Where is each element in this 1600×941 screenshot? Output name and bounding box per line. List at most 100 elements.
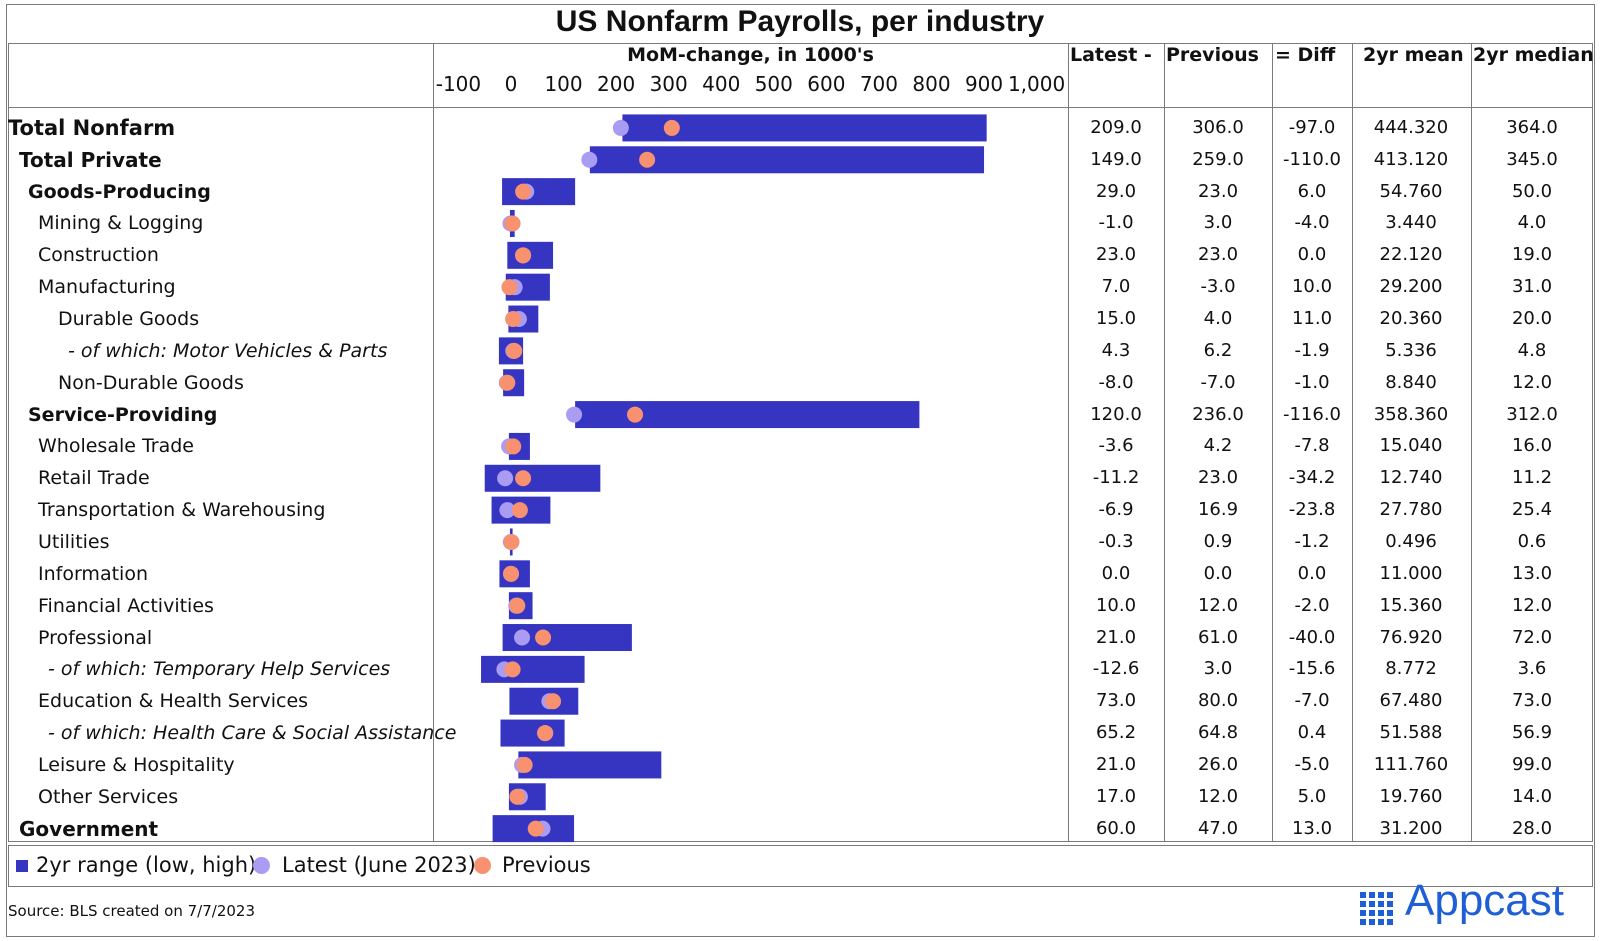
table-cell: 0.9 (1203, 530, 1233, 552)
legend-range-label: 2yr range (low, high) (36, 853, 257, 877)
table-cell: 56.9 (1511, 722, 1553, 744)
table-cell: 80.0 (1197, 690, 1239, 712)
row-label: Non-Durable Goods (58, 371, 244, 394)
table-cell: -5.0 (1294, 753, 1330, 775)
row-label: Government (19, 816, 159, 841)
table-cell: 209.0 (1090, 116, 1142, 138)
x-tick-label: 0 (504, 72, 518, 96)
x-tick-label: 300 (649, 72, 688, 96)
table-cell: -1.9 (1294, 339, 1330, 361)
table-cell: 306.0 (1192, 116, 1244, 138)
previous-point (501, 279, 518, 296)
table-cell: -3.6 (1098, 435, 1134, 457)
range-bar (502, 178, 576, 206)
previous-point (503, 565, 519, 582)
previous-point (527, 820, 544, 837)
table-cell: 73.0 (1095, 690, 1137, 712)
mean-column-divider (1471, 43, 1472, 842)
table-cell: 15.040 (1379, 435, 1443, 457)
table-cell: 3.0 (1203, 212, 1233, 234)
table-cell: 27.780 (1379, 499, 1443, 521)
table-cell: 3.6 (1517, 658, 1547, 680)
row-label: - of which: Temporary Help Services (48, 658, 391, 681)
table-cell: 0.4 (1297, 722, 1327, 744)
table-cell: -116.0 (1282, 403, 1342, 425)
row-label: Durable Goods (58, 308, 200, 331)
table-cell: 16.9 (1197, 499, 1239, 521)
table-cell: 54.760 (1379, 180, 1443, 202)
row-label: Construction (38, 244, 159, 267)
table-cell: 8.840 (1385, 371, 1437, 393)
previous-point (505, 311, 522, 328)
table-cell: 5.336 (1385, 339, 1437, 361)
latest-column-divider (1164, 43, 1165, 842)
table-cell: 111.760 (1373, 753, 1449, 775)
table-cell: 99.0 (1511, 753, 1553, 775)
table-cell: 4.3 (1101, 339, 1131, 361)
table-cell: 0.0 (1203, 562, 1233, 584)
table-cell: 50.0 (1511, 180, 1553, 202)
x-tick-label: 800 (912, 72, 951, 96)
table-cell: 0.496 (1385, 530, 1437, 552)
label-column-divider (433, 43, 434, 842)
table-cell: 149.0 (1090, 148, 1142, 170)
x-tick-label: 100 (544, 72, 583, 96)
table-cell: 358.360 (1373, 403, 1449, 425)
table-cell: 29.200 (1379, 276, 1443, 298)
previous-point (509, 597, 526, 614)
column-header-diff: = Diff (1275, 44, 1336, 66)
latest-point (566, 406, 583, 423)
table-cell: -8.0 (1098, 371, 1134, 393)
previous-point (499, 374, 516, 391)
table-cell: 8.772 (1385, 658, 1437, 680)
table-cell: 28.0 (1511, 817, 1553, 839)
x-tick-label: -100 (435, 72, 482, 96)
table-cell: 15.360 (1379, 594, 1443, 616)
previous-point (515, 247, 532, 264)
row-label: Professional (38, 626, 153, 649)
table-cell: -7.0 (1200, 371, 1236, 393)
previous-point (505, 438, 522, 455)
table-cell: 23.0 (1197, 180, 1239, 202)
table-cell: 236.0 (1192, 403, 1244, 425)
table-cell: -97.0 (1288, 116, 1336, 138)
previous-point (535, 629, 552, 646)
column-header-previous: Previous (1166, 44, 1259, 66)
table-cell: 10.0 (1095, 594, 1137, 616)
table-frame (8, 43, 1593, 842)
legend (8, 845, 1593, 887)
table-cell: -12.6 (1092, 658, 1140, 680)
header-divider (8, 107, 1593, 108)
table-cell: -3.0 (1200, 276, 1236, 298)
chart-title: US Nonfarm Payrolls, per industry (555, 5, 1045, 38)
table-cell: -4.0 (1294, 212, 1330, 234)
table-cell: 10.0 (1291, 276, 1333, 298)
table-cell: 21.0 (1095, 753, 1137, 775)
table-cell: 4.8 (1517, 339, 1547, 361)
table-cell: 16.0 (1511, 435, 1553, 457)
table-cell: 65.2 (1095, 722, 1137, 744)
appcast-logo-text: Appcast (1405, 876, 1564, 925)
row-label: Wholesale Trade (38, 435, 194, 458)
table-cell: 4.2 (1203, 435, 1233, 457)
row-label: Total Private (19, 147, 162, 172)
table-cell: -23.8 (1288, 499, 1336, 521)
legend-previous-label: Previous (502, 853, 591, 877)
row-label: Transportation & Warehousing (38, 499, 326, 522)
table-cell: -1.2 (1294, 530, 1330, 552)
table-cell: 0.0 (1101, 562, 1131, 584)
table-cell: 312.0 (1506, 403, 1558, 425)
row-label: Information (38, 562, 148, 585)
previous-point (506, 342, 523, 359)
table-cell: 444.320 (1373, 116, 1449, 138)
diff-column-divider (1352, 43, 1353, 842)
table-cell: 20.360 (1379, 308, 1443, 330)
table-cell: 23.0 (1197, 244, 1239, 266)
table-cell: 3.0 (1203, 658, 1233, 680)
table-cell: 21.0 (1095, 626, 1137, 648)
table-cell: 12.0 (1511, 594, 1553, 616)
previous-point (515, 183, 532, 200)
table-cell: 13.0 (1291, 817, 1333, 839)
table-cell: 23.0 (1095, 244, 1137, 266)
